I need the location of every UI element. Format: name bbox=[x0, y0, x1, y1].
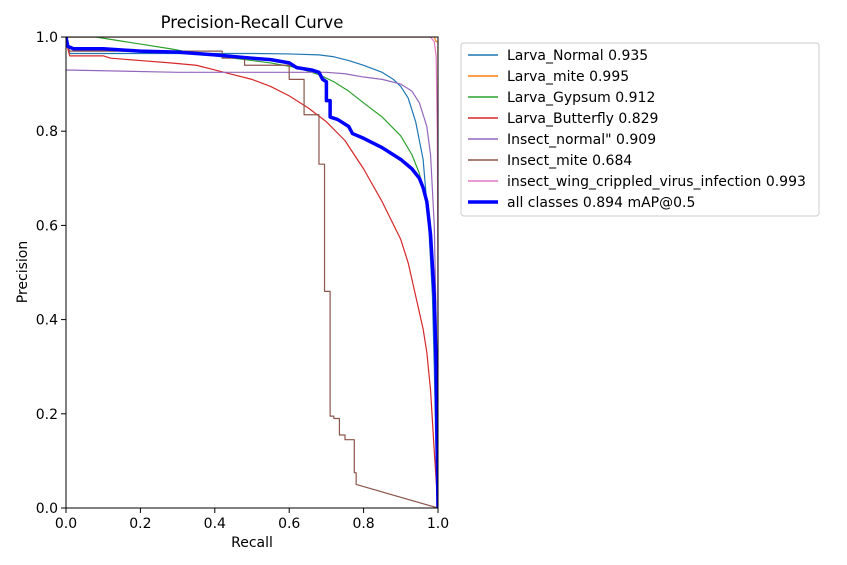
x-tick-label: 0.4 bbox=[204, 516, 226, 532]
legend-label: all classes 0.894 mAP@0.5 bbox=[507, 195, 695, 211]
y-axis: 0.0 0.2 0.4 0.6 0.8 1.0 bbox=[36, 30, 66, 517]
chart-title: Precision-Recall Curve bbox=[161, 13, 344, 32]
series-line-2 bbox=[66, 37, 438, 508]
x-tick-label: 1.0 bbox=[427, 516, 449, 532]
y-tick-label: 0.0 bbox=[36, 501, 58, 517]
legend-label: Larva_mite 0.995 bbox=[507, 69, 629, 85]
series-line-0 bbox=[66, 37, 438, 508]
y-axis-label: Precision bbox=[15, 241, 31, 303]
y-tick-label: 1.0 bbox=[36, 30, 58, 46]
x-axis: 0.0 0.2 0.4 0.6 0.8 1.0 bbox=[55, 508, 449, 532]
series-line-1 bbox=[66, 37, 438, 508]
x-tick-label: 0.2 bbox=[129, 516, 151, 532]
series-line-7 bbox=[66, 37, 438, 508]
series-line-3 bbox=[66, 37, 438, 508]
x-axis-label: Recall bbox=[231, 535, 273, 551]
legend: Larva_Normal 0.935 Larva_mite 0.995 Larva_… bbox=[460, 42, 820, 217]
legend-label: Larva_Gypsum 0.912 bbox=[507, 90, 655, 106]
legend-label: Insect_mite 0.684 bbox=[507, 153, 632, 169]
series-line-4 bbox=[66, 69, 438, 508]
series-line-5 bbox=[66, 37, 438, 508]
x-tick-label: 0.0 bbox=[55, 516, 77, 532]
legend-box bbox=[460, 42, 820, 217]
y-tick-label: 0.6 bbox=[36, 218, 58, 234]
curves-layer bbox=[66, 37, 438, 508]
legend-label: Insect_normal" 0.909 bbox=[507, 132, 656, 148]
legend-label: Larva_Butterfly 0.829 bbox=[507, 111, 658, 127]
y-tick-label: 0.4 bbox=[36, 313, 58, 329]
y-tick-label: 0.2 bbox=[36, 407, 58, 423]
x-tick-label: 0.6 bbox=[278, 516, 300, 532]
y-tick-label: 0.8 bbox=[36, 124, 58, 140]
legend-label: Larva_Normal 0.935 bbox=[507, 48, 648, 64]
legend-label: insect_wing_crippled_virus_infection 0.9… bbox=[507, 174, 806, 190]
x-tick-label: 0.8 bbox=[352, 516, 374, 532]
plot-frame bbox=[65, 36, 439, 509]
series-line-6 bbox=[66, 37, 438, 508]
